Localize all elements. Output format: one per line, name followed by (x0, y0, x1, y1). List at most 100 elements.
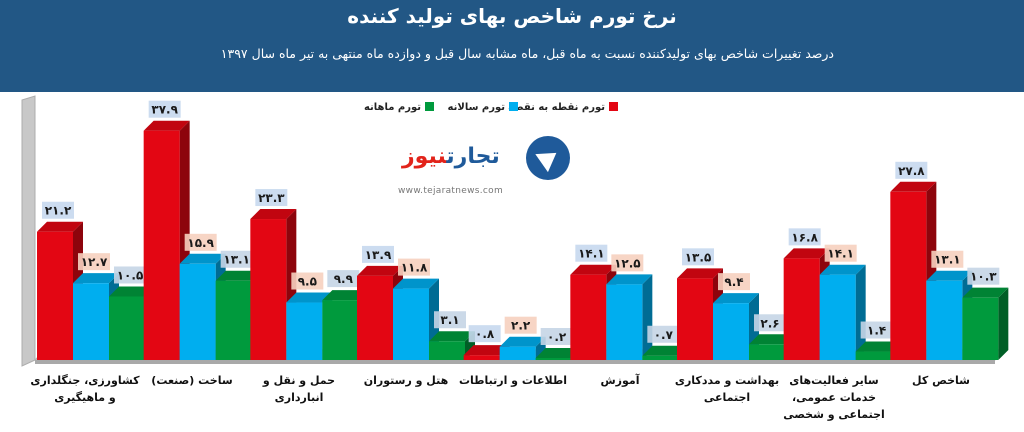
bar-top (73, 273, 119, 284)
data-label-box (362, 245, 394, 263)
bar (677, 278, 713, 360)
bar (855, 351, 892, 360)
category-label: کشاورزی، جنگلداری و ماهیگیری (30, 374, 140, 404)
bar-top (286, 292, 333, 303)
bar (642, 355, 679, 360)
bar-top (926, 270, 973, 281)
bar-top (357, 265, 403, 276)
bar (73, 283, 109, 360)
bar-top (570, 264, 617, 275)
legend-item-point-to-point: تورم نقطه به نقطه (508, 102, 618, 113)
category-label: شاخص کل (912, 374, 970, 387)
data-label-box (647, 325, 680, 343)
data-label: ۲.۶ (760, 316, 779, 330)
bar-side (642, 274, 653, 360)
legend-swatch-blue (509, 102, 518, 111)
legend-swatch-green (425, 102, 434, 111)
chart-side-wall (21, 95, 36, 367)
data-label-box (895, 161, 928, 179)
bar-top (819, 264, 866, 275)
bar (499, 346, 536, 360)
data-label-box (220, 250, 253, 268)
bar-top (250, 209, 297, 220)
data-label: ۱۳.۱ (934, 253, 961, 267)
logo-name-part1: تجارت (446, 144, 500, 169)
data-label: ۹.۹ (334, 272, 354, 286)
legend-item-monthly: تورم ماهانه (364, 102, 434, 113)
bar-top (890, 181, 937, 192)
bar (713, 303, 749, 360)
data-label-box (540, 328, 573, 345)
data-label: ۲۳.۳ (258, 191, 285, 205)
chart-title: نرخ تورم شاخص بهای تولید کننده (347, 4, 677, 28)
data-label: ۱.۴ (867, 324, 886, 338)
legend-swatch-red (609, 102, 618, 111)
bar-top (677, 268, 723, 279)
bar-top (143, 120, 190, 131)
bar-top (606, 274, 653, 285)
data-label-box (184, 233, 217, 251)
logo-wordmark: تجارتنیوز (402, 144, 500, 169)
data-label-box (754, 314, 786, 332)
data-label: ۱۵.۹ (187, 236, 214, 250)
bar-top (37, 221, 83, 232)
bar-top (109, 286, 155, 297)
bar-top (179, 253, 226, 264)
bar-top (749, 334, 795, 345)
bar (322, 300, 359, 360)
bar (819, 274, 856, 360)
data-label: ۱۲.۵ (614, 256, 641, 270)
data-label-box (291, 272, 324, 290)
data-label-box (682, 248, 714, 266)
data-label-box (718, 273, 750, 291)
data-label: ۲.۲ (511, 319, 531, 333)
bar-top (322, 290, 369, 301)
data-label-box (148, 100, 181, 118)
category-label: هتل و رستوران (363, 374, 449, 387)
bar-top (855, 341, 902, 352)
data-label-box (967, 267, 1000, 285)
bar (535, 358, 572, 360)
legend-label: تورم ماهانه (363, 102, 421, 113)
data-label-box (434, 311, 466, 329)
bar (286, 302, 323, 360)
data-label: ۱۰.۳ (970, 270, 997, 284)
data-label-box (114, 266, 146, 284)
logo-name-part2: نیوز (402, 144, 447, 169)
data-label: ۱۳.۵ (685, 250, 712, 264)
data-label: ۲۷.۸ (898, 164, 925, 178)
data-label-box (575, 244, 608, 262)
chart-subtitle: درصد تغییرات شاخص بهای تولیدکننده نسبت ب… (220, 46, 834, 61)
bar (250, 219, 287, 360)
data-label: ۱۳.۹ (365, 248, 392, 262)
data-label-box (611, 254, 644, 272)
data-label: ۱۴.۱ (827, 247, 854, 261)
bar (143, 130, 180, 360)
data-label: ۱۱.۸ (401, 261, 428, 275)
data-label: ۰.۷ (654, 328, 674, 342)
data-label-box (398, 258, 430, 276)
data-label-box (504, 316, 537, 334)
bar (357, 275, 393, 360)
data-label: ۱۴.۱ (578, 247, 605, 261)
data-label: ۱۶.۸ (791, 230, 818, 244)
bar (570, 274, 607, 360)
logo-arrow-icon (526, 136, 570, 180)
header-banner: نرخ تورم شاخص بهای تولید کننده درصد تغیی… (0, 0, 1024, 92)
bar (749, 344, 785, 360)
data-label-box (788, 228, 821, 246)
bar (926, 280, 963, 360)
bar-top (783, 248, 830, 259)
data-label-box (824, 244, 857, 262)
bar (890, 191, 927, 360)
tejaratnews-logo: تجارتنیوز www.tejaratnews.com (388, 128, 572, 208)
data-label-box (860, 321, 893, 339)
bar-side (998, 287, 1009, 360)
data-label: ۳۷.۹ (151, 103, 178, 117)
bar (179, 263, 216, 360)
legend-item-annual: تورم سالانه (448, 102, 518, 113)
category-label: آموزش (600, 374, 640, 387)
bar-top (962, 287, 1009, 298)
data-label-box (78, 253, 110, 271)
